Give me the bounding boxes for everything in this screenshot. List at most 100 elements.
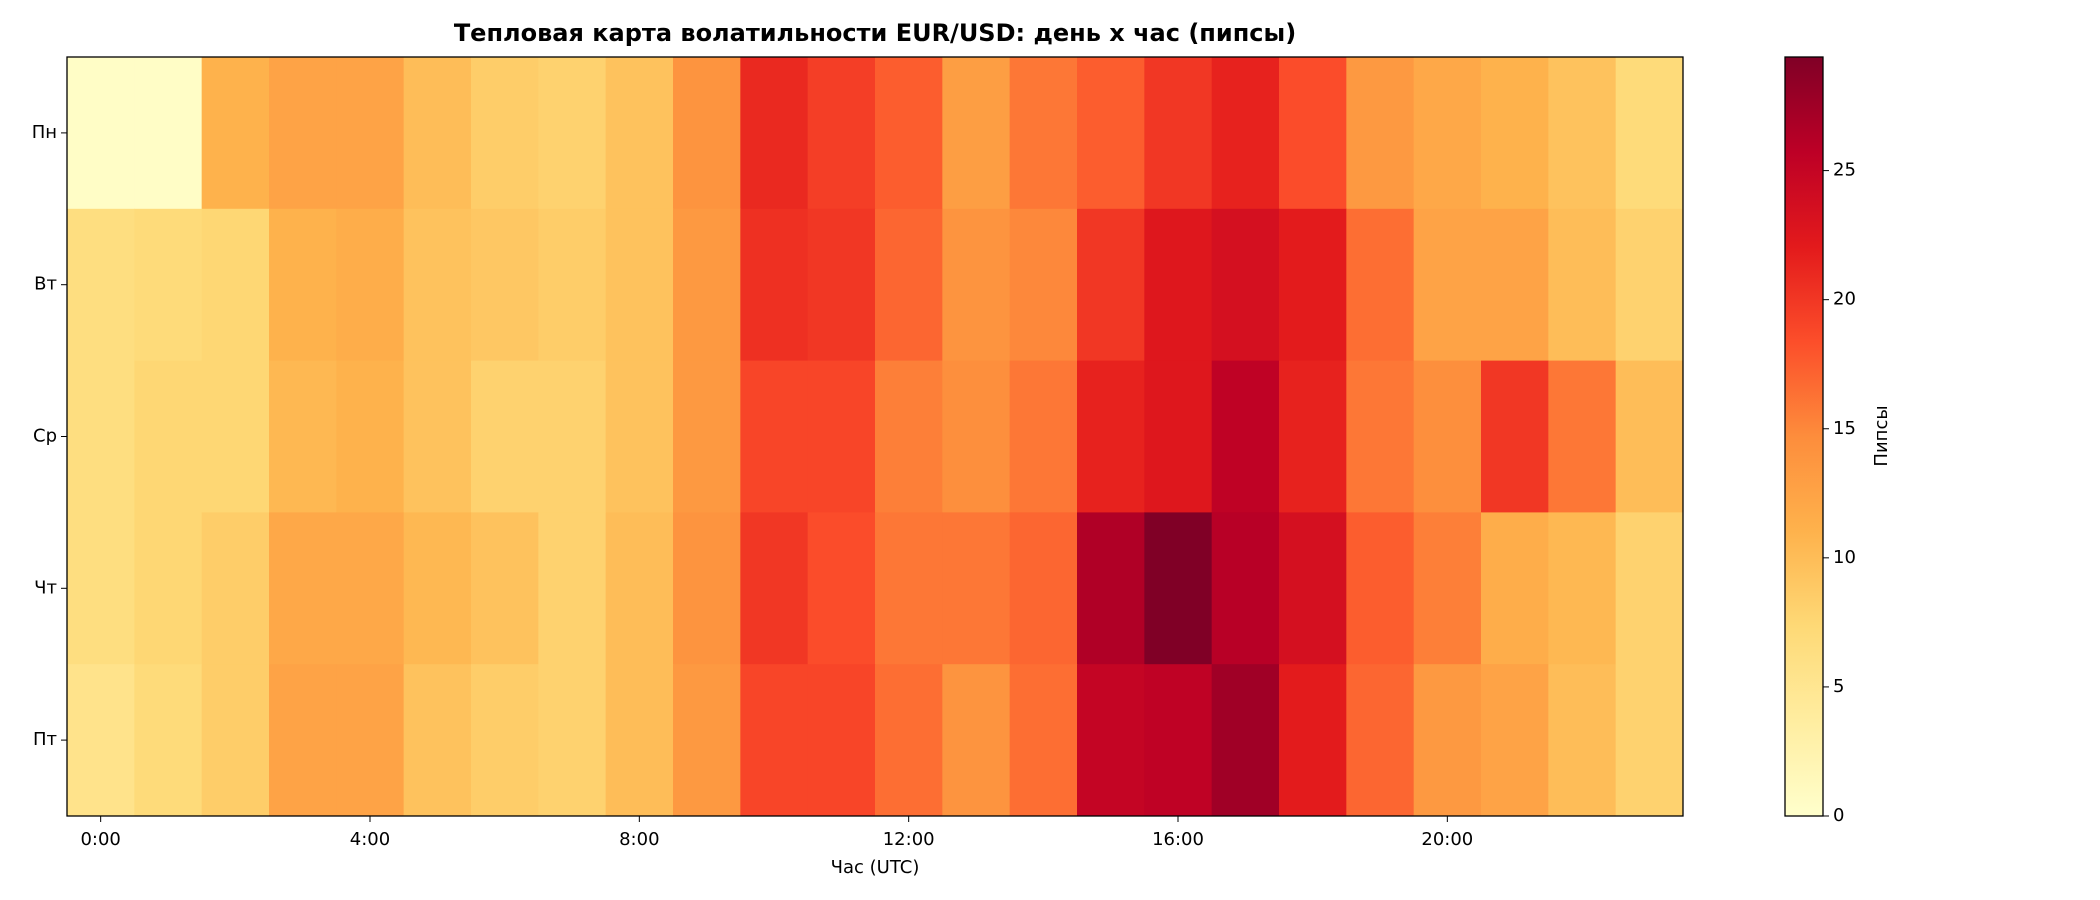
heatmap-cell [538, 360, 607, 513]
heatmap-cell [1481, 57, 1549, 210]
heatmap-cell [403, 360, 472, 513]
heatmap-cell [471, 664, 539, 817]
heatmap-cell [1615, 512, 1684, 665]
heatmap-cell [1279, 360, 1347, 513]
heatmap-cell [1413, 57, 1482, 210]
x-axis-label: Час (UTC) [831, 857, 920, 878]
heatmap-cell [1346, 57, 1415, 210]
heatmap-cell [1144, 664, 1213, 817]
heatmap-cell [1413, 360, 1482, 513]
heatmap-cell [67, 208, 135, 362]
heatmap-cell [336, 664, 405, 817]
heatmap-cell [605, 360, 674, 513]
heatmap-cell [336, 57, 405, 210]
heatmap-cell [942, 664, 1011, 817]
heatmap-cell [67, 512, 135, 665]
heatmap-cell [1346, 208, 1415, 362]
heatmap-cell [403, 664, 472, 817]
heatmap-cell [1279, 57, 1347, 210]
heatmap-cell [740, 664, 809, 817]
heatmap-cell [1211, 208, 1280, 362]
heatmap-cell [471, 57, 539, 210]
heatmap-cell [740, 57, 809, 210]
heatmap-cell [336, 512, 405, 665]
y-tick-label: Пт [33, 729, 57, 750]
y-tick-label: Ср [33, 426, 57, 447]
heatmap-cell [201, 664, 270, 817]
heatmap-cell [1615, 208, 1684, 362]
heatmap-cell [1211, 664, 1280, 817]
heatmap-cell [673, 208, 741, 362]
heatmap-cell [1481, 664, 1549, 817]
heatmap-cell [1009, 57, 1078, 210]
x-tick-label: 8:00 [619, 829, 659, 850]
heatmap-cell [1548, 512, 1617, 665]
heatmap-cell [67, 664, 135, 817]
heatmap-cell [538, 512, 607, 665]
heatmap-cell [875, 208, 943, 362]
heatmap-cell [269, 512, 337, 665]
heatmap-cell [1077, 512, 1145, 665]
heatmap-cell [1279, 664, 1347, 817]
heatmap-cell [134, 664, 203, 817]
heatmap-cell [1009, 208, 1078, 362]
heatmap-cell [1144, 57, 1213, 210]
heatmap-cell [605, 208, 674, 362]
heatmap-cell [1211, 360, 1280, 513]
x-tick-label: 4:00 [350, 829, 390, 850]
heatmap-cell [403, 57, 472, 210]
heatmap-cell [1413, 512, 1482, 665]
heatmap-cell [942, 512, 1011, 665]
heatmap-cell [1346, 360, 1415, 513]
heatmap-cell [1413, 664, 1482, 817]
heatmap-cell [1481, 360, 1549, 513]
heatmap-cell [269, 57, 337, 210]
heatmap-cell [807, 664, 876, 817]
heatmap-cell [807, 208, 876, 362]
heatmap-cell [1279, 208, 1347, 362]
heatmap-cell [1211, 512, 1280, 665]
heatmap-cell [403, 512, 472, 665]
y-tick-label: Пн [32, 122, 57, 143]
colorbar-label: Пипсы [1871, 405, 1892, 466]
heatmap-cell [1615, 57, 1684, 210]
heatmap-cell [605, 57, 674, 210]
heatmap-cell [740, 360, 809, 513]
heatmap-cell [538, 57, 607, 210]
colorbar-tick-label: 10 [1833, 547, 1856, 568]
heatmap-cell [1009, 360, 1078, 513]
heatmap-cell [1077, 57, 1145, 210]
heatmap-cell [1548, 57, 1617, 210]
heatmap-cell [740, 512, 809, 665]
y-tick-label: Вт [34, 274, 57, 295]
heatmap-cell [134, 360, 203, 513]
heatmap-cell [673, 664, 741, 817]
heatmap-cell [605, 512, 674, 665]
heatmap-cell [1077, 360, 1145, 513]
colorbar-tick-label: 20 [1833, 289, 1856, 310]
heatmap-cell [538, 208, 607, 362]
x-tick-label: 12:00 [883, 829, 935, 850]
heatmap-cell [1144, 208, 1213, 362]
heatmap-cell [1144, 360, 1213, 513]
heatmap-cell [740, 208, 809, 362]
heatmap-cell [875, 57, 943, 210]
heatmap-cell [1548, 664, 1617, 817]
heatmap-cell [1009, 664, 1078, 817]
heatmap-cell [807, 360, 876, 513]
colorbar-tick-label: 15 [1833, 418, 1856, 439]
heatmap-cell [673, 57, 741, 210]
y-tick-label: Чт [34, 577, 57, 598]
heatmap-cell [1077, 664, 1145, 817]
heatmap-cell [67, 360, 135, 513]
heatmap-cell [1144, 512, 1213, 665]
heatmap-cell [605, 664, 674, 817]
heatmap-cell [336, 360, 405, 513]
heatmap-cell [1615, 360, 1684, 513]
heatmap-cell [807, 512, 876, 665]
heatmap-cell [269, 664, 337, 817]
heatmap-cell [269, 208, 337, 362]
heatmap-cell [1077, 208, 1145, 362]
